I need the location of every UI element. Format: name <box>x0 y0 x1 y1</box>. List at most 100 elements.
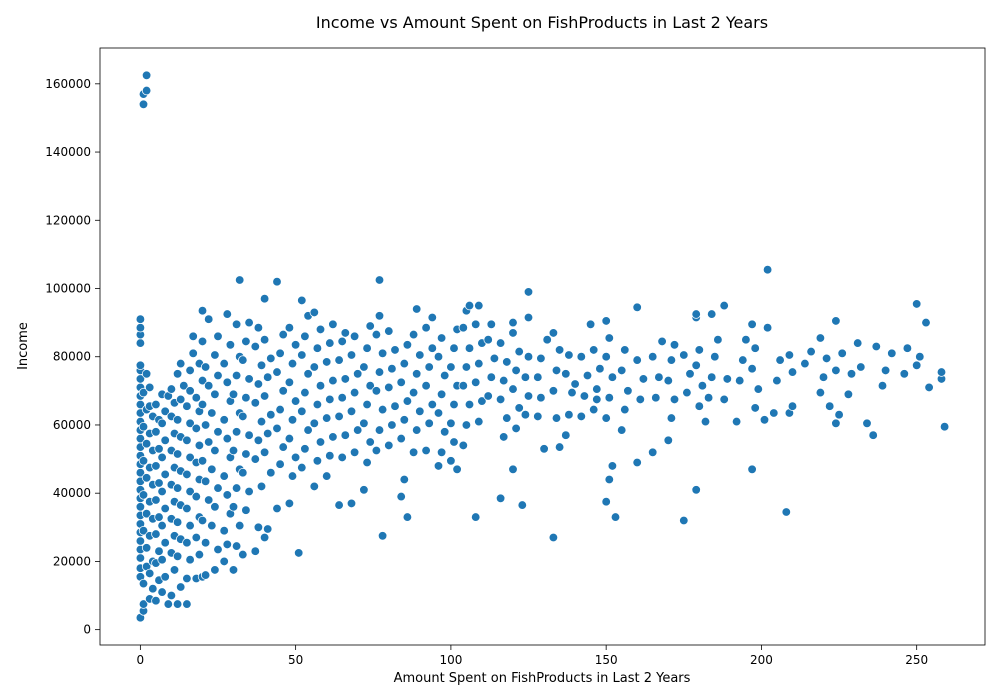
data-point <box>238 355 248 365</box>
data-point <box>213 544 223 555</box>
data-point <box>853 338 863 348</box>
data-point <box>489 353 500 364</box>
data-point <box>207 520 217 531</box>
data-point <box>145 568 155 579</box>
data-point <box>912 360 922 370</box>
data-point <box>188 348 198 358</box>
data-point <box>191 423 201 434</box>
data-point <box>346 350 357 360</box>
data-point <box>204 495 214 505</box>
data-point <box>604 393 614 403</box>
y-tick-label: 20000 <box>53 554 91 568</box>
data-point <box>222 490 232 500</box>
data-point <box>458 381 468 391</box>
x-tick-label: 100 <box>439 653 462 667</box>
data-point <box>781 507 791 517</box>
data-point <box>349 387 360 398</box>
data-point <box>610 512 621 522</box>
data-point <box>241 449 251 459</box>
data-point <box>508 317 518 328</box>
data-point <box>387 420 397 430</box>
data-point <box>551 413 562 423</box>
data-point <box>523 352 534 362</box>
data-point <box>349 331 360 341</box>
data-point <box>374 275 385 285</box>
data-point <box>915 352 925 362</box>
data-point <box>632 457 642 468</box>
data-point <box>275 459 285 469</box>
data-point <box>151 399 161 410</box>
data-point <box>160 503 170 514</box>
data-point <box>135 502 146 512</box>
data-point <box>284 433 295 444</box>
data-point <box>294 548 304 558</box>
data-point <box>936 367 947 377</box>
data-point <box>200 570 211 580</box>
data-point <box>253 323 264 333</box>
data-point <box>141 439 152 449</box>
data-point <box>241 393 251 403</box>
data-point <box>601 316 611 326</box>
data-point <box>579 391 590 401</box>
data-point <box>256 416 267 427</box>
y-axis-label: Income <box>16 322 31 370</box>
data-point <box>607 461 618 471</box>
data-point <box>138 422 149 432</box>
data-point <box>315 381 326 391</box>
y-tick-label: 0 <box>83 623 91 637</box>
data-point <box>585 319 596 329</box>
data-point <box>415 406 425 416</box>
data-point <box>390 401 400 411</box>
data-point <box>691 309 701 319</box>
data-point <box>446 456 456 466</box>
data-point <box>694 401 704 411</box>
data-point <box>750 403 760 413</box>
data-point <box>250 454 260 464</box>
data-point <box>837 348 847 358</box>
data-point <box>309 481 319 492</box>
data-point <box>436 389 447 399</box>
data-point <box>452 464 462 474</box>
data-point <box>449 437 459 447</box>
data-point <box>328 432 338 442</box>
data-point <box>508 464 518 474</box>
data-point <box>340 430 350 440</box>
data-point <box>148 584 158 594</box>
data-point <box>632 355 642 365</box>
data-point <box>825 401 835 411</box>
data-point <box>415 350 425 360</box>
data-point <box>334 411 344 422</box>
data-point <box>912 299 922 309</box>
data-point <box>775 355 785 365</box>
data-point <box>145 382 155 393</box>
data-point <box>185 555 195 565</box>
data-point <box>135 323 146 333</box>
data-point <box>225 340 236 350</box>
data-point <box>200 362 211 372</box>
data-point <box>542 335 552 345</box>
data-point <box>374 425 385 435</box>
data-point <box>601 413 611 423</box>
data-point <box>238 411 248 422</box>
data-point <box>762 323 773 333</box>
data-point <box>166 590 177 601</box>
data-point <box>474 300 484 311</box>
data-point <box>278 386 288 396</box>
data-point <box>471 377 481 387</box>
data-point <box>172 449 183 459</box>
data-point <box>157 587 167 597</box>
data-point <box>449 399 459 410</box>
data-point <box>691 360 701 370</box>
data-point <box>176 358 186 369</box>
data-point <box>182 401 192 411</box>
data-point <box>877 381 888 391</box>
data-point <box>157 486 167 497</box>
data-point <box>750 343 760 353</box>
data-point <box>738 355 748 365</box>
data-point <box>160 572 170 582</box>
data-point <box>141 509 152 519</box>
data-point <box>576 352 586 362</box>
data-point <box>449 343 459 353</box>
data-point <box>707 309 717 319</box>
data-point <box>408 387 419 398</box>
